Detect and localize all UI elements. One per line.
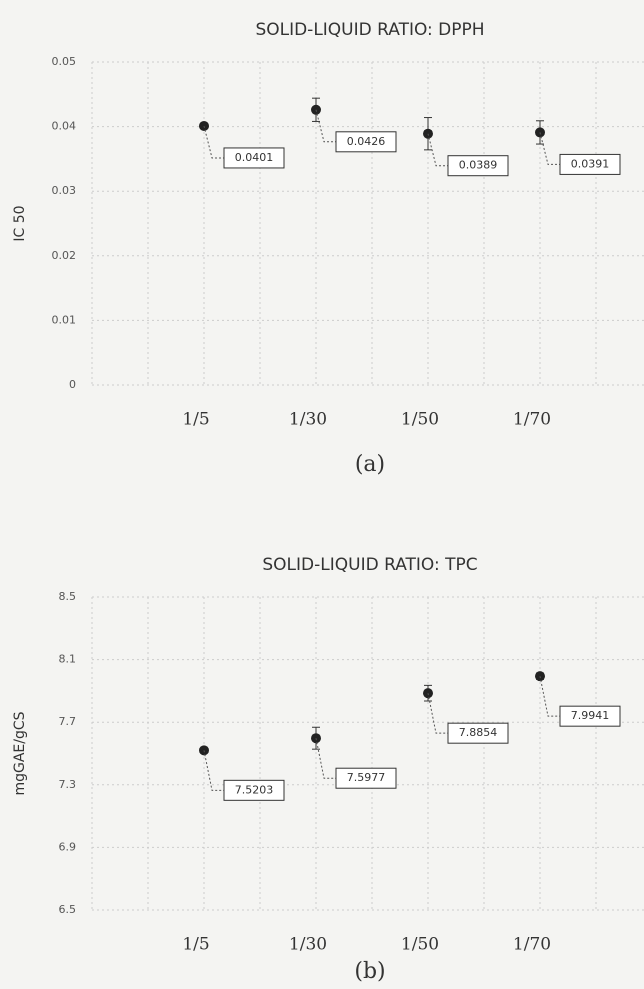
y-tick-label: 6.5 [59, 903, 77, 916]
label-leader [315, 109, 336, 143]
y-axis-label: mgGAE/gCS [12, 711, 28, 795]
label-leader [539, 132, 560, 165]
data-label: 0.0401 [235, 151, 274, 164]
data-label: 7.5977 [347, 771, 386, 784]
y-tick-label: 7.3 [59, 778, 77, 791]
label-box [335, 131, 397, 153]
label-box [559, 153, 621, 175]
y-tick-label: 0 [69, 378, 76, 391]
label-box [223, 779, 285, 801]
data-label: 0.0391 [571, 157, 610, 170]
label-box [223, 147, 285, 169]
y-tick-label: 0.05 [52, 55, 77, 68]
chart-title: SOLID-LIQUID RATIO: TPC [262, 555, 477, 575]
x-tick-label: 1/70 [513, 935, 551, 955]
x-tick-label: 1/5 [182, 935, 209, 955]
y-tick-label: 0.03 [52, 184, 77, 197]
label-leader [315, 738, 336, 779]
y-tick-label: 8.5 [59, 590, 77, 603]
y-tick-label: 0.04 [52, 120, 77, 133]
caption: (b) [354, 959, 385, 984]
y-tick-label: 6.9 [59, 840, 77, 853]
y-tick-label: 7.7 [59, 715, 77, 728]
caption: (a) [355, 452, 385, 477]
y-tick-label: 0.02 [52, 249, 77, 262]
label-box [447, 155, 509, 177]
chart-title: SOLID-LIQUID RATIO: DPPH [255, 20, 484, 40]
y-tick-label: 0.01 [52, 313, 77, 326]
data-label: 7.8854 [459, 726, 498, 739]
data-label: 7.9941 [571, 709, 610, 722]
label-box [447, 722, 509, 744]
x-tick-label: 1/50 [401, 410, 439, 430]
y-axis-label: IC 50 [12, 205, 28, 241]
label-leader [203, 125, 224, 159]
label-leader [427, 133, 448, 167]
x-tick-label: 1/50 [401, 935, 439, 955]
x-tick-label: 1/30 [289, 410, 327, 430]
data-label: 0.0426 [347, 135, 386, 148]
label-leader [427, 693, 448, 734]
y-tick-label: 8.1 [59, 653, 77, 666]
data-label: 0.0389 [459, 159, 498, 172]
x-tick-label: 1/70 [513, 410, 551, 430]
label-box [335, 767, 397, 789]
x-tick-label: 1/5 [182, 410, 209, 430]
x-tick-label: 1/30 [289, 935, 327, 955]
label-box [559, 705, 621, 727]
label-leader [203, 750, 224, 791]
label-leader [539, 676, 560, 717]
data-label: 7.5203 [235, 783, 274, 796]
